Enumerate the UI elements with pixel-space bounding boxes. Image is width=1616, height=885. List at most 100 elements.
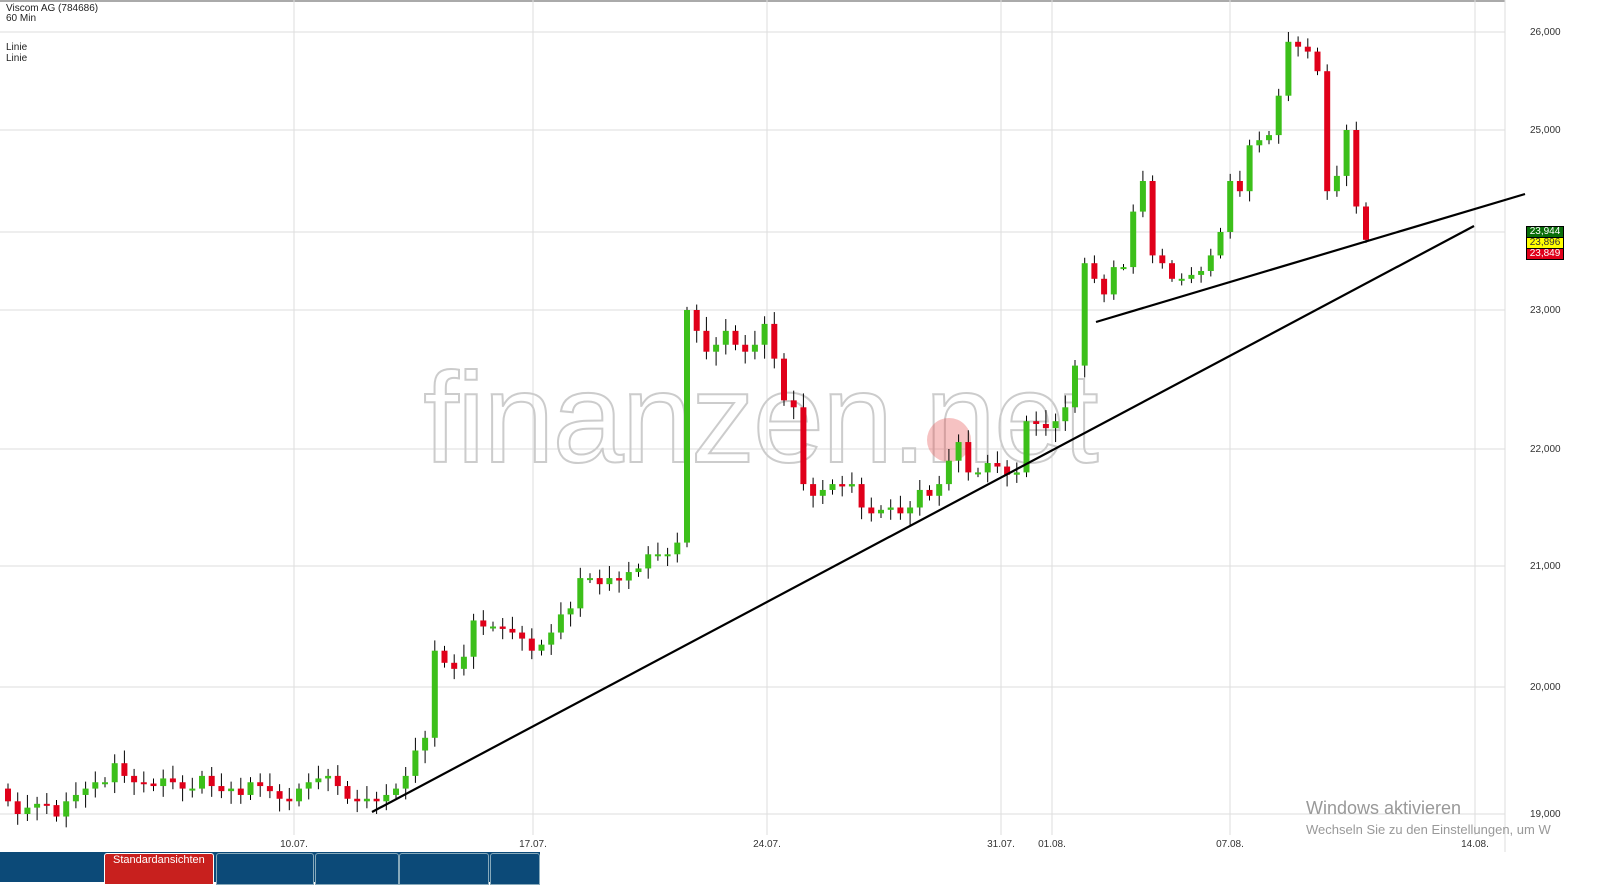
- candle-body: [645, 554, 652, 569]
- candle-body: [1256, 140, 1263, 146]
- candle-body: [373, 798, 380, 802]
- candle-body: [140, 782, 147, 785]
- tab-standardansichten[interactable]: Standardansichten: [104, 853, 214, 885]
- trendline: [371, 225, 1475, 813]
- candle-body: [1110, 267, 1117, 295]
- candle-body: [499, 626, 506, 629]
- candle-body: [703, 330, 710, 352]
- candle-body: [1198, 271, 1205, 275]
- candle-body: [984, 463, 991, 473]
- candle-body: [1081, 263, 1088, 366]
- candle-body: [1120, 267, 1127, 270]
- candle-body: [1353, 130, 1360, 207]
- candle-body: [1207, 255, 1214, 271]
- candle-body: [994, 463, 1001, 467]
- candle-body: [732, 330, 739, 345]
- candle-body: [24, 807, 31, 814]
- candle-body: [451, 662, 458, 669]
- candle-body: [189, 788, 196, 791]
- candle-body: [606, 578, 613, 585]
- candle-body: [431, 650, 438, 738]
- candle-body: [422, 737, 429, 751]
- candle-body: [131, 775, 138, 783]
- candle-body: [1314, 51, 1321, 72]
- y-tick-label: 21,000: [1530, 561, 1561, 572]
- candle-body: [829, 484, 836, 490]
- candle-body: [945, 460, 952, 485]
- candle-body: [713, 344, 720, 352]
- windows-activation-title: Windows aktivieren: [1306, 798, 1462, 818]
- candle-body: [936, 484, 943, 496]
- candle-body: [926, 489, 933, 496]
- candle-body: [237, 788, 244, 795]
- candle-body: [800, 407, 807, 485]
- candle-body: [567, 608, 574, 615]
- candle-body: [664, 554, 671, 557]
- chart-title: Viscom AG (784686): [6, 3, 99, 14]
- candle-body: [286, 798, 293, 802]
- candle-body: [577, 578, 584, 609]
- candle-body: [363, 798, 370, 802]
- y-tick-label: 22,000: [1530, 444, 1561, 455]
- candle-body: [1101, 278, 1108, 295]
- candle-body: [548, 632, 555, 645]
- candle-body: [654, 554, 661, 557]
- candle-body: [587, 578, 593, 581]
- candle-body: [344, 786, 351, 799]
- candle-body: [625, 572, 632, 581]
- candle-body: [635, 568, 642, 573]
- candle-body: [722, 330, 729, 345]
- candle-body: [1295, 41, 1302, 47]
- candle-body: [383, 794, 390, 802]
- candle-body: [538, 644, 545, 651]
- chart-interval: 60 Min: [6, 13, 37, 24]
- candle-body: [1324, 71, 1331, 192]
- candle-body: [955, 442, 962, 461]
- candle-body: [72, 794, 79, 802]
- y-tick-label: 23,000: [1530, 305, 1561, 316]
- candle-body: [1236, 181, 1243, 192]
- candle-body: [693, 310, 700, 331]
- indicator-label: Linie: [6, 42, 28, 53]
- candle-body: [781, 358, 787, 401]
- tab[interactable]: [216, 853, 314, 885]
- candle-body: [810, 484, 817, 496]
- candle-body: [1304, 46, 1311, 52]
- tab[interactable]: [315, 853, 399, 885]
- candle-body: [868, 507, 875, 514]
- tab[interactable]: [490, 853, 540, 885]
- candle-body: [334, 775, 341, 787]
- candle-body: [82, 788, 89, 795]
- y-tick-label: 26,000: [1530, 27, 1561, 38]
- tab[interactable]: [399, 853, 489, 885]
- candle-body: [674, 542, 681, 555]
- candle-body: [5, 788, 11, 802]
- candle-body: [43, 803, 50, 806]
- candle-body: [1159, 255, 1166, 264]
- candle-body: [92, 782, 99, 789]
- candle-body: [557, 614, 564, 633]
- candle-body: [111, 763, 118, 783]
- candle-body: [1091, 263, 1098, 279]
- candle-body: [742, 344, 749, 352]
- candle-body: [887, 507, 894, 510]
- candle-body: [1333, 175, 1340, 192]
- candle-body: [897, 507, 904, 514]
- candle-body: [1072, 365, 1078, 408]
- candle-body: [596, 578, 603, 585]
- x-tick-label: 07.08.: [1216, 839, 1244, 850]
- candle-body: [1149, 181, 1156, 256]
- trendline: [1095, 192, 1526, 324]
- candle-body: [470, 620, 477, 657]
- candle-body: [771, 323, 778, 359]
- candle-body: [1013, 472, 1020, 475]
- candle-body: [1042, 423, 1049, 429]
- x-tick-label: 31.07.: [987, 839, 1015, 850]
- candle-body: [848, 484, 855, 487]
- candle-body: [150, 783, 157, 787]
- windows-activation-subtitle: Wechseln Sie zu den Einstellungen, um W: [1306, 822, 1551, 837]
- candle-body: [1139, 181, 1146, 212]
- y-tick-label: 19,000: [1530, 809, 1561, 820]
- candle-body: [490, 626, 496, 629]
